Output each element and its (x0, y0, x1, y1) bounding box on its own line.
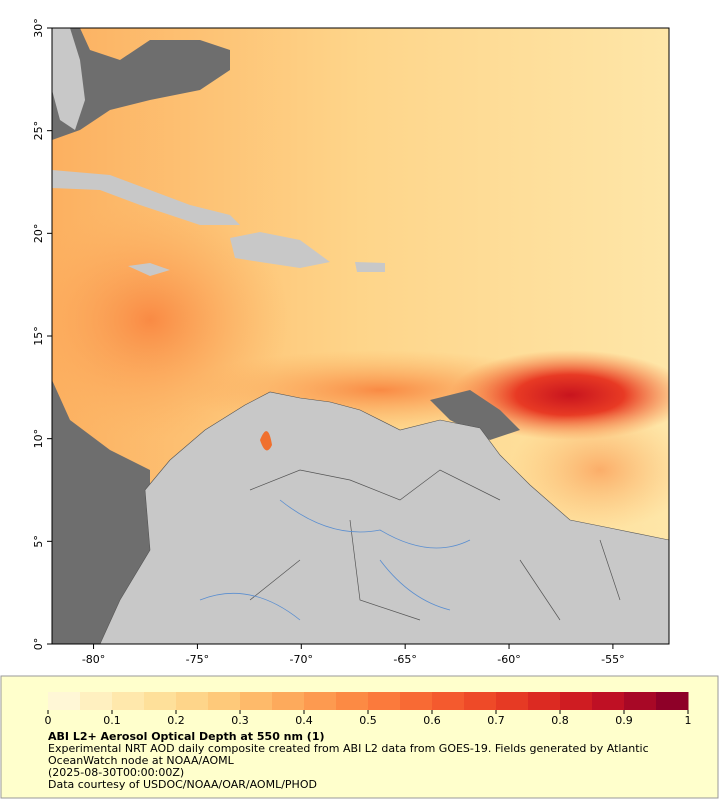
colorbar-swatch (656, 692, 689, 710)
land (52, 28, 85, 130)
x-tick-label: -80° (82, 653, 105, 666)
colorbar-swatch (208, 692, 241, 710)
aod-field (510, 410, 669, 530)
colorbar-tick-label: 0.3 (231, 714, 249, 727)
colorbar-swatch (272, 692, 305, 710)
x-tick-label: -75° (186, 653, 209, 666)
colorbar-swatch (624, 692, 657, 710)
colorbar-tick-label: 0.5 (359, 714, 377, 727)
legend-credit: Data courtesy of USDOC/NOAA/OAR/AOML/PHO… (48, 778, 317, 791)
colorbar-tick-label: 0.8 (551, 714, 569, 727)
rivers (199, 499, 471, 621)
colorbar-swatch (464, 692, 497, 710)
colorbar-swatch (144, 692, 177, 710)
borders (249, 469, 621, 621)
colorbar-swatch (304, 692, 337, 710)
land (52, 170, 240, 225)
legend-text: ABI L2+ Aerosol Optical Depth at 550 nm … (48, 731, 688, 791)
y-tick-label: 15° (32, 326, 45, 346)
no-data (52, 28, 230, 140)
colorbar-swatch (48, 692, 81, 710)
land (128, 263, 170, 276)
colorbar-tick-label: 1 (685, 714, 692, 727)
colorbar-swatch (240, 692, 273, 710)
colorbar-swatch (112, 692, 145, 710)
colorbar-tick-label: 0.6 (423, 714, 441, 727)
y-tick-label: 20° (32, 224, 45, 244)
legend-time: (2025-08-30T00:00:00Z) (48, 766, 185, 779)
legend-title: ABI L2+ Aerosol Optical Depth at 550 nm … (48, 730, 325, 743)
y-tick-label: 0° (32, 638, 45, 651)
colorbar-tick-label: 0.1 (103, 714, 121, 727)
colorbar-swatch (80, 692, 113, 710)
lake (260, 431, 272, 451)
colorbar-swatch (592, 692, 625, 710)
no-data (52, 380, 150, 644)
x-tick-label: -60° (497, 653, 520, 666)
colorbar-tick-label: 0.7 (487, 714, 505, 727)
legend-description: Experimental NRT AOD daily composite cre… (48, 742, 649, 767)
colorbar-tick-label: 0.4 (295, 714, 313, 727)
colorbar-swatch (432, 692, 465, 710)
map-area (52, 28, 669, 644)
colorbar-swatch (336, 692, 369, 710)
colorbar-tick-label: 0.2 (167, 714, 185, 727)
land (230, 232, 330, 268)
y-tick-label: 25° (32, 121, 45, 141)
x-tick-label: -70° (290, 653, 313, 666)
colorbar-swatch (400, 692, 433, 710)
colorbar-swatch (368, 692, 401, 710)
land (355, 262, 385, 272)
colorbar-swatch (528, 692, 561, 710)
colorbar-tick-label: 0 (45, 714, 52, 727)
y-tick-label: 5° (32, 535, 45, 548)
x-tick-label: -65° (393, 653, 416, 666)
y-tick-label: 30° (32, 18, 45, 38)
colorbar-tick-label: 0.9 (615, 714, 633, 727)
colorbar-swatch (176, 692, 209, 710)
colorbar: 0 0.1 0.2 0.3 0.4 0.5 0.6 0.7 0.8 0.9 1 (45, 692, 692, 727)
y-tick-label: 10° (32, 429, 45, 449)
x-tick-label: -55° (601, 653, 624, 666)
no-data (430, 390, 520, 440)
colorbar-swatch (496, 692, 529, 710)
south-america (99, 391, 669, 644)
colorbar-swatch (560, 692, 593, 710)
